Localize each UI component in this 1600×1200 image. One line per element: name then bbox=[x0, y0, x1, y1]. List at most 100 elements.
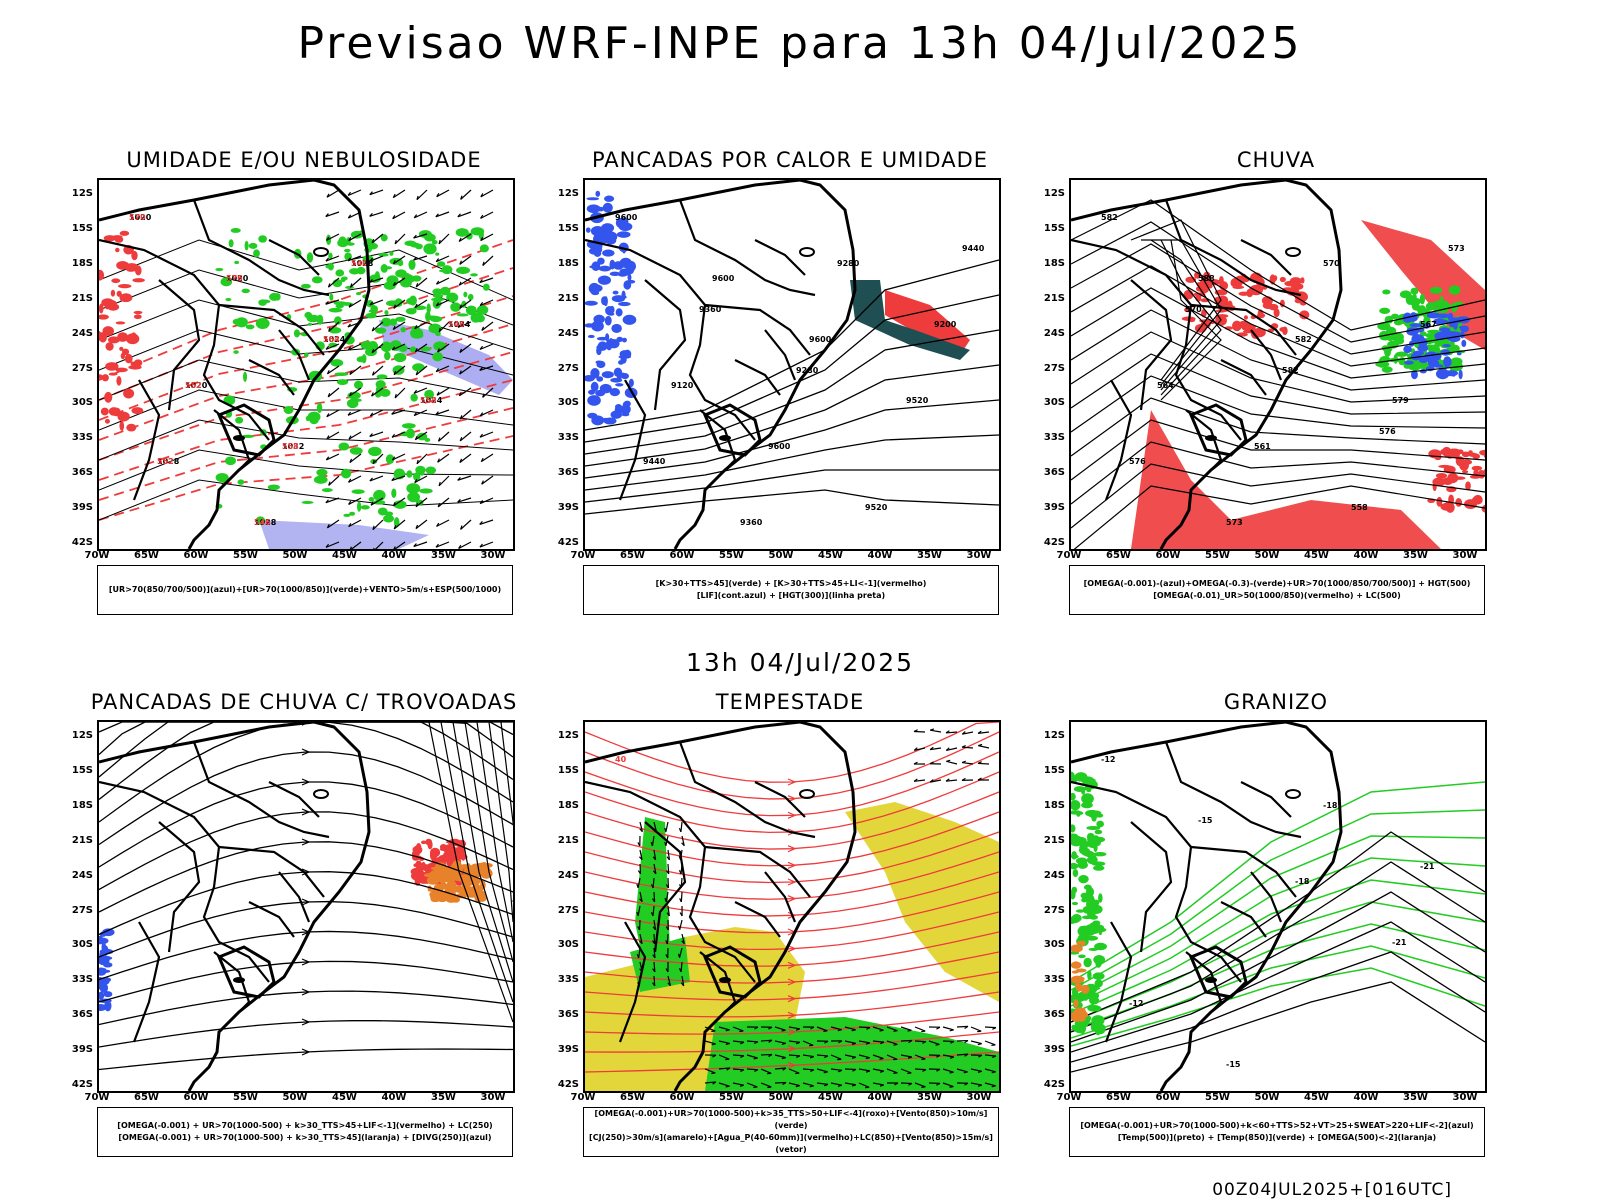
lat-tick-label: 27S bbox=[71, 362, 93, 374]
main-title: Previsao WRF-INPE para 13h 04/Jul/2025 bbox=[297, 18, 1303, 69]
legend-line: [CJ(250)>30m/s](amarelo)+[Agua_P(40-60mm… bbox=[589, 1133, 993, 1154]
lat-tick-label: 18S bbox=[557, 257, 579, 269]
contour-label: 9200 bbox=[934, 320, 957, 329]
panel-title-chuva: CHUVA bbox=[1236, 148, 1316, 172]
map-umidade: 1020 1020 1024 1024 1028 1028 1028 1024 1020 1032… bbox=[97, 178, 515, 551]
lat-tick-label: 27S bbox=[557, 362, 579, 374]
lon-tick-label: 70W bbox=[570, 1092, 596, 1103]
legend-line: [UR>70(850/700/500)](azul)+[UR>70(1000/8… bbox=[108, 585, 502, 594]
lat-tick-label: 33S bbox=[557, 974, 579, 986]
contour-label: 582 bbox=[1295, 335, 1312, 344]
lon-tick-label: 40W bbox=[867, 1092, 893, 1103]
lon-tick-label: 50W bbox=[1254, 1092, 1280, 1103]
panel-title-granizo: GRANIZO bbox=[1223, 690, 1329, 714]
lon-tick-label: 50W bbox=[282, 1092, 308, 1103]
lon-tick-label: 70W bbox=[1056, 1092, 1082, 1103]
lat-tick-label: 18S bbox=[557, 799, 579, 811]
panel-title-pancadas-calor: PANCADAS POR CALOR E UMIDADE bbox=[591, 148, 989, 172]
lat-tick-label: 24S bbox=[1043, 327, 1065, 339]
lat-tick-label: 15S bbox=[557, 764, 579, 776]
lat-tick-label: 30S bbox=[557, 939, 579, 951]
panel-title-umidade: UMIDADE E/OU NEBULOSIDADE bbox=[126, 148, 482, 172]
lon-tick-label: 60W bbox=[669, 1092, 695, 1103]
lon-tick-label: 70W bbox=[84, 1092, 110, 1103]
lat-tick-label: 39S bbox=[557, 1044, 579, 1056]
legend-line: [OMEGA(-0.001)-(azul)+OMEGA(-0.3)-(verde… bbox=[1083, 579, 1471, 588]
contour-label: 1028 bbox=[351, 259, 374, 268]
lat-tick-label: 30S bbox=[71, 939, 93, 951]
lat-tick-label: 15S bbox=[557, 222, 579, 234]
lon-tick-label: 55W bbox=[1205, 550, 1230, 561]
map-canvas: 40 bbox=[585, 722, 999, 1091]
map-pancadas-calor: 9600 9600 9600 9520 9440 9360 9280 9200 9120 9600… bbox=[583, 178, 1001, 551]
lon-tick-label: 50W bbox=[768, 550, 794, 561]
contour-label: 552 bbox=[185, 381, 202, 390]
contour-label: 1024 bbox=[448, 320, 471, 329]
contour-label: 1028 bbox=[254, 518, 277, 527]
lat-tick-label: 36S bbox=[557, 467, 579, 479]
contour-label: 576 bbox=[1379, 427, 1396, 436]
contour-label: 9600 bbox=[712, 274, 735, 283]
lat-tick-label: 36S bbox=[557, 1009, 579, 1021]
contour-label: 9600 bbox=[809, 335, 832, 344]
lon-tick-label: 50W bbox=[768, 1092, 794, 1103]
panel-title-trovoadas: PANCADAS DE CHUVA C/ TROVOADAS bbox=[90, 690, 518, 714]
legend-line: [OMEGA(-0.001)+UR>70(1000-500)+k<60+TTS>… bbox=[1080, 1121, 1474, 1130]
contour-label: -21 bbox=[1420, 862, 1435, 871]
lon-tick-label: 70W bbox=[570, 550, 596, 561]
legend-line: [Temp(500)](preto) + [Temp(850)](verde) … bbox=[1117, 1133, 1437, 1142]
contour-label: 570 bbox=[129, 213, 146, 222]
contour-label: 9520 bbox=[906, 396, 929, 405]
lat-tick-label: 42S bbox=[71, 537, 93, 548]
lat-tick-label: 33S bbox=[1043, 974, 1065, 986]
lon-tick-label: 60W bbox=[669, 550, 695, 561]
lon-tick-label: 50W bbox=[1254, 550, 1280, 561]
lon-tick-label: 65W bbox=[620, 550, 645, 561]
lon-tick-label: 65W bbox=[1106, 550, 1131, 561]
lat-tick-label: 24S bbox=[71, 327, 93, 339]
lon-tick-label: 35W bbox=[431, 1092, 456, 1103]
lat-tick-label: 39S bbox=[71, 1044, 93, 1056]
contour-label: 9600 bbox=[768, 442, 791, 451]
contour-label: -15 bbox=[1226, 1060, 1241, 1069]
lat-tick-label: 39S bbox=[1043, 502, 1065, 514]
lat-tick-label: 24S bbox=[1043, 869, 1065, 881]
map-trovoadas bbox=[97, 720, 515, 1093]
contour-label: 1032 bbox=[282, 442, 304, 451]
contour-label: 1024 bbox=[323, 335, 346, 344]
lon-tick-label: 60W bbox=[183, 550, 209, 561]
lon-tick-label: 35W bbox=[431, 550, 456, 561]
lon-tick-label: 45W bbox=[1304, 1092, 1329, 1103]
contour-label: 9600 bbox=[615, 213, 638, 222]
lat-tick-label: 24S bbox=[71, 869, 93, 881]
contour-label: -12 bbox=[1129, 999, 1143, 1008]
lon-tick-label: 35W bbox=[1403, 550, 1428, 561]
legend-umidade: [UR>70(850/700/500)](azul)+[UR>70(1000/8… bbox=[97, 565, 513, 615]
lon-tick-label: 40W bbox=[381, 1092, 407, 1103]
lat-tick-label: 33S bbox=[71, 432, 93, 444]
lat-tick-label: 27S bbox=[557, 904, 579, 916]
contour-label: 567 bbox=[1420, 320, 1437, 329]
lat-tick-label: 18S bbox=[71, 799, 93, 811]
contour-label: 9440 bbox=[962, 244, 985, 253]
lon-tick-label: 55W bbox=[233, 1092, 258, 1103]
lon-tick-label: 65W bbox=[620, 1092, 645, 1103]
lat-tick-label: 39S bbox=[1043, 1044, 1065, 1056]
lat-tick-label: 30S bbox=[1043, 939, 1065, 951]
lon-tick-label: 50W bbox=[282, 550, 308, 561]
lat-tick-label: 30S bbox=[557, 397, 579, 409]
lat-tick-label: 18S bbox=[71, 257, 93, 269]
lat-tick-label: 33S bbox=[71, 974, 93, 986]
contour-label: 561 bbox=[1254, 442, 1271, 451]
lon-tick-label: 30W bbox=[1452, 1092, 1478, 1103]
lat-tick-label: 15S bbox=[71, 222, 93, 234]
legend-trovoadas: [OMEGA(-0.001) + UR>70(1000-500) + k>30_… bbox=[97, 1107, 513, 1157]
contour-label: 588 bbox=[1198, 274, 1215, 283]
contour-label: 579 bbox=[1392, 396, 1409, 405]
contour-label: 1020 bbox=[129, 213, 152, 222]
contour-label: 576 bbox=[1129, 457, 1146, 466]
contour-label: 9280 bbox=[837, 259, 860, 268]
contour-label: 552 bbox=[157, 457, 174, 466]
lat-tick-label: 24S bbox=[557, 869, 579, 881]
contour-label: 582 bbox=[1282, 366, 1299, 375]
